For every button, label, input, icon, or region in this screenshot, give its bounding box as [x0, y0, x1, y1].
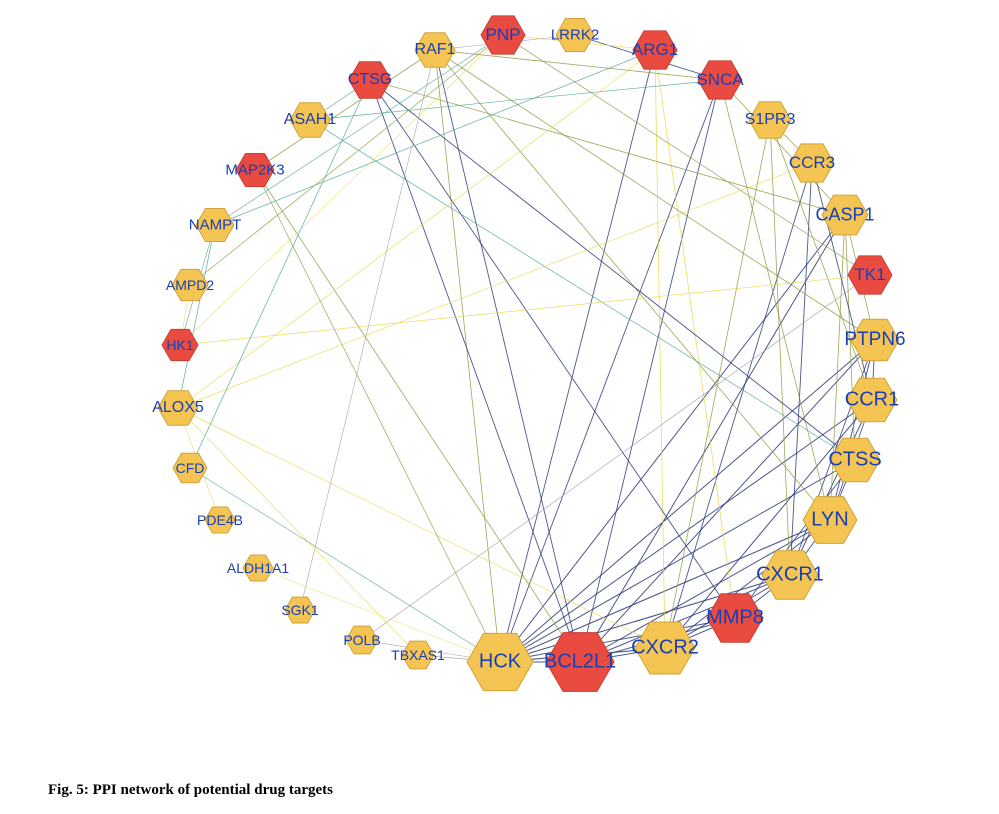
- node-BCL2L1: [546, 633, 614, 692]
- node-LRRK2: [556, 19, 594, 52]
- edge-MMP8-ARG1: [655, 50, 735, 618]
- edge-CASP1-CTSG: [370, 80, 845, 215]
- node-MMP8: [707, 594, 763, 642]
- node-ALDH1A1: [243, 555, 273, 581]
- edge-MMP8-CTSG: [370, 80, 735, 618]
- edge-CFD-HCK: [190, 468, 500, 662]
- edge-LYN-PTPN6: [830, 340, 875, 520]
- node-CXCR1: [762, 551, 818, 599]
- edge-HK1-PNP: [180, 35, 503, 345]
- node-ARG1: [633, 31, 677, 69]
- node-LYN: [803, 497, 857, 544]
- edge-BCL2L1-MAP2K3: [255, 170, 580, 662]
- edge-SNCA-RAF1: [435, 50, 720, 80]
- node-RAF1: [415, 33, 455, 68]
- edge-CTSG-CFD: [190, 80, 370, 468]
- node-TBXAS1: [402, 641, 434, 669]
- edge-CCR3-ALOX5: [178, 163, 812, 408]
- node-PDE4B: [205, 507, 235, 533]
- node-CCR1: [847, 378, 897, 421]
- node-TK1: [848, 256, 892, 294]
- edge-HCK-ARG1: [500, 50, 655, 662]
- node-SNCA: [698, 61, 742, 99]
- node-CCR3: [790, 144, 834, 182]
- network-svg: [0, 0, 999, 814]
- edge-BCL2L1-SNCA: [580, 80, 720, 662]
- edge-ARG1-NAMPT: [215, 50, 655, 225]
- edge-BCL2L1-CTSG: [370, 80, 580, 662]
- edge-CXCR2-ALOX5: [178, 408, 665, 648]
- node-MAP2K3: [236, 154, 274, 187]
- edge-TK1-HK1: [180, 275, 870, 345]
- node-CXCR2: [635, 622, 695, 674]
- node-S1PR3: [749, 102, 791, 138]
- node-NAMPT: [196, 209, 234, 242]
- node-POLB: [346, 626, 378, 654]
- figure-caption: Fig. 5: PPI network of potential drug ta…: [48, 782, 333, 799]
- node-ASAH1: [290, 103, 330, 138]
- edge-HCK-RAF1: [435, 50, 500, 662]
- node-AMPD2: [172, 269, 208, 300]
- node-SGK1: [285, 597, 315, 623]
- network-figure: PNPLRRK2ARG1SNCAS1PR3CCR3CASP1TK1PTPN6CC…: [0, 0, 999, 814]
- node-CTSG: [349, 62, 391, 98]
- edge-MAP2K3-HCK: [255, 170, 500, 662]
- edge-CTSS-CTSG: [370, 80, 855, 460]
- node-CFD: [173, 453, 207, 482]
- node-PNP: [481, 16, 525, 54]
- edge-CASP1-SNCA: [720, 80, 845, 215]
- node-ALOX5: [158, 391, 198, 426]
